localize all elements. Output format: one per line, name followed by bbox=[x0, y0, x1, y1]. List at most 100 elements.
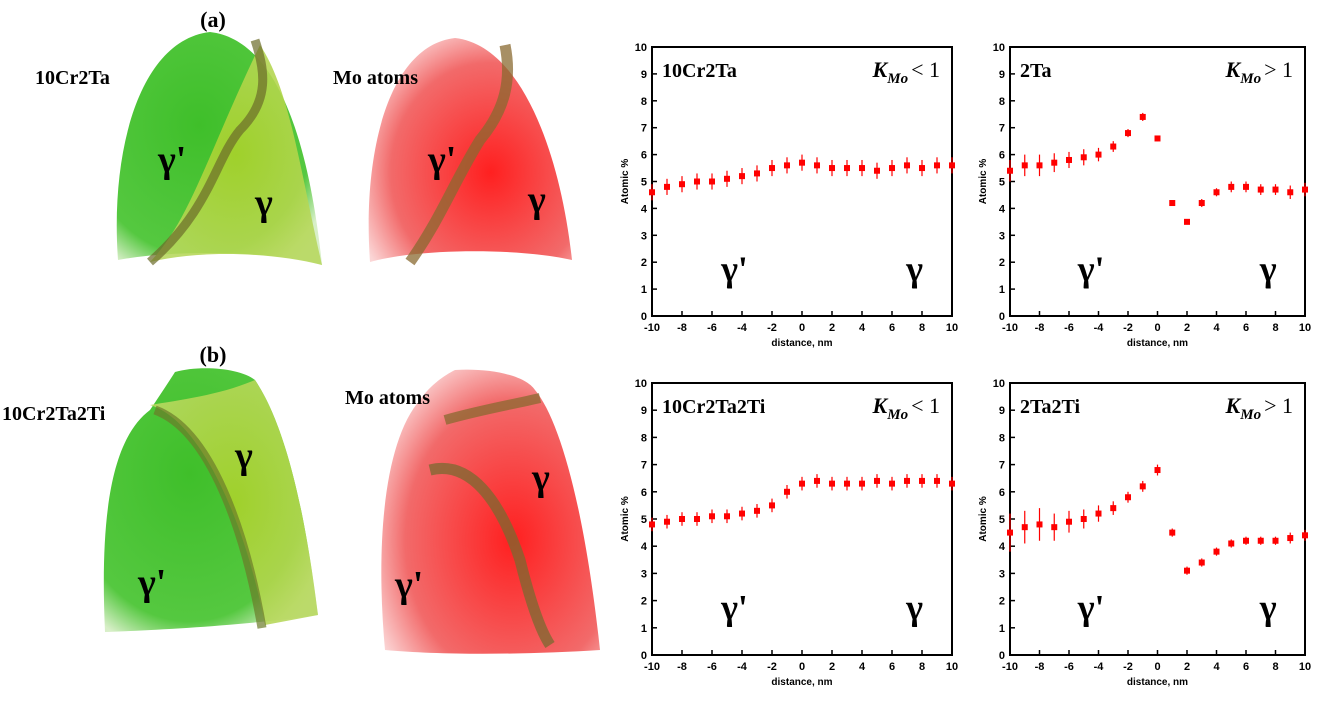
y-tick-label: 6 bbox=[641, 487, 647, 499]
ratio-label: KMo > 1 bbox=[1225, 393, 1293, 423]
x-tick-label: -8 bbox=[1035, 322, 1045, 334]
interface bbox=[428, 463, 555, 649]
image-label: 10Cr2Ta bbox=[35, 67, 110, 89]
ratio-subscript: Mo bbox=[886, 407, 908, 423]
y-tick-label: 5 bbox=[641, 514, 647, 526]
marker bbox=[904, 477, 910, 484]
marker bbox=[1051, 159, 1058, 166]
ratio-symbol: K bbox=[872, 57, 889, 82]
y-tick-label: 6 bbox=[999, 487, 1005, 499]
y-tick-label: 0 bbox=[641, 650, 647, 662]
y-tick-label: 4 bbox=[641, 541, 648, 553]
x-tick-label: -4 bbox=[737, 661, 748, 673]
phase-label: γ bbox=[905, 249, 923, 289]
y-tick-label: 7 bbox=[999, 460, 1005, 472]
marker bbox=[829, 480, 835, 487]
y-tick-label: 8 bbox=[641, 96, 647, 108]
y-tick-label: 3 bbox=[641, 568, 647, 580]
y-tick-label: 9 bbox=[999, 69, 1005, 81]
marker bbox=[679, 181, 685, 188]
marker bbox=[1287, 535, 1294, 542]
marker bbox=[649, 521, 655, 528]
marker bbox=[724, 513, 730, 520]
y-tick-label: 5 bbox=[641, 177, 647, 189]
y-tick-label: 0 bbox=[641, 311, 647, 323]
marker bbox=[1125, 494, 1131, 501]
panel-label: (b) bbox=[200, 342, 227, 367]
marker bbox=[799, 480, 805, 487]
marker bbox=[1272, 186, 1279, 193]
x-axis-label: distance, nm bbox=[771, 677, 832, 688]
x-tick-label: -6 bbox=[707, 322, 717, 334]
marker bbox=[1272, 537, 1279, 544]
y-tick-label: 4 bbox=[999, 541, 1006, 553]
x-tick-label: -6 bbox=[707, 661, 717, 673]
phase-label: γ bbox=[905, 588, 923, 628]
y-tick-label: 7 bbox=[641, 460, 647, 472]
phase-label: γ bbox=[1259, 588, 1277, 628]
panel-label: (a) bbox=[200, 7, 226, 32]
phase-label: γ' bbox=[137, 562, 166, 604]
y-tick-label: 7 bbox=[641, 123, 647, 135]
x-tick-label: 10 bbox=[946, 322, 958, 334]
y-tick-label: 7 bbox=[999, 123, 1005, 135]
x-tick-label: -10 bbox=[1002, 661, 1018, 673]
x-tick-label: 8 bbox=[919, 322, 925, 334]
sample-label: 2Ta bbox=[1020, 60, 1052, 82]
y-tick-label: 1 bbox=[641, 284, 647, 296]
x-tick-label: 2 bbox=[829, 661, 835, 673]
phase-label: γ bbox=[527, 179, 546, 221]
image-label: Mo atoms bbox=[333, 67, 418, 89]
marker bbox=[1154, 135, 1161, 142]
ratio-subscript: Mo bbox=[886, 71, 908, 87]
sample-label: 10Cr2Ta bbox=[662, 60, 737, 82]
ratio-subscript: Mo bbox=[1239, 71, 1261, 87]
marker bbox=[889, 480, 895, 487]
marker bbox=[1080, 516, 1087, 522]
x-axis-label: distance, nm bbox=[1127, 677, 1188, 688]
y-tick-label: 0 bbox=[999, 311, 1005, 323]
image-label: 10Cr2Ta2Ti bbox=[2, 403, 106, 425]
y-tick-label: 0 bbox=[999, 650, 1005, 662]
marker bbox=[1257, 186, 1264, 193]
marker bbox=[1080, 154, 1087, 161]
sample-label: 2Ta2Ti bbox=[1020, 396, 1080, 418]
phase-label: γ bbox=[1259, 249, 1277, 289]
x-tick-label: -8 bbox=[1035, 661, 1045, 673]
phase-label: γ bbox=[254, 182, 273, 224]
marker bbox=[1036, 162, 1043, 169]
marker bbox=[1110, 505, 1117, 512]
marker bbox=[844, 165, 850, 172]
x-tick-label: 0 bbox=[799, 661, 805, 673]
marker bbox=[904, 162, 910, 169]
marker bbox=[754, 170, 760, 177]
marker bbox=[1139, 483, 1146, 490]
ratio-symbol: K bbox=[1225, 57, 1242, 82]
marker bbox=[1302, 186, 1308, 193]
y-tick-label: 4 bbox=[999, 203, 1006, 215]
ratio-relation: > 1 bbox=[1264, 57, 1293, 82]
x-tick-label: 8 bbox=[919, 661, 925, 673]
x-tick-label: -2 bbox=[767, 661, 777, 673]
x-tick-label: 0 bbox=[799, 322, 805, 334]
x-tick-label: -8 bbox=[677, 661, 687, 673]
x-tick-label: -2 bbox=[767, 322, 777, 334]
sample-label: 10Cr2Ta2Ti bbox=[662, 396, 766, 418]
marker bbox=[814, 477, 820, 484]
x-tick-label: 4 bbox=[859, 661, 866, 673]
marker bbox=[1184, 567, 1190, 574]
x-tick-label: -10 bbox=[644, 322, 660, 334]
y-axis-label: Atomic % bbox=[620, 496, 631, 542]
marker bbox=[739, 173, 745, 180]
marker bbox=[1051, 524, 1058, 531]
ratio-relation: < 1 bbox=[911, 393, 940, 418]
x-tick-label: 4 bbox=[1213, 661, 1220, 673]
y-tick-label: 1 bbox=[999, 623, 1005, 635]
ratio-relation: > 1 bbox=[1264, 393, 1293, 418]
y-tick-label: 6 bbox=[999, 150, 1005, 162]
marker bbox=[694, 178, 700, 185]
marker bbox=[934, 162, 940, 169]
marker bbox=[1169, 529, 1176, 536]
marker bbox=[874, 477, 880, 484]
interface bbox=[443, 393, 542, 425]
